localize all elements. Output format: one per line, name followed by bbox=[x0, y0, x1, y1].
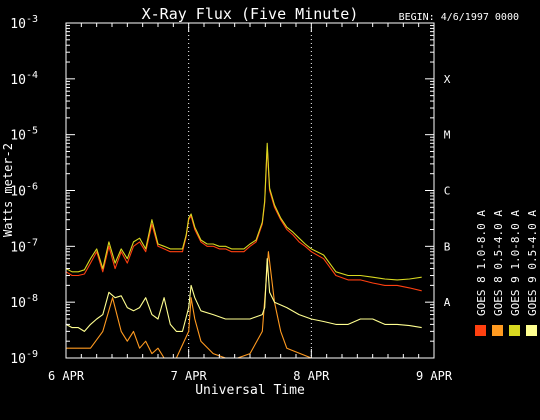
flare-class-label: X bbox=[444, 73, 451, 86]
y-tick-label: 10-5 bbox=[10, 126, 38, 144]
y-tick-label: 10-9 bbox=[10, 349, 38, 367]
series-line-1 bbox=[65, 146, 422, 292]
flare-class-label: B bbox=[444, 240, 451, 253]
data-series bbox=[65, 142, 422, 359]
begin-label: BEGIN: 4/6/1997 0000 bbox=[399, 12, 519, 23]
chart-title: X-Ray Flux (Five Minute) bbox=[142, 5, 359, 23]
flare-class-label: C bbox=[444, 185, 451, 198]
legend: GOES 8 1.0-8.0 A GOES 8 0.5-4.0 A GOES 9 1… bbox=[475, 210, 539, 336]
x-tick-label: 9 APR bbox=[416, 369, 453, 383]
legend-label: GOES 8 0.5-4.0 A bbox=[492, 210, 505, 316]
series-line-3 bbox=[65, 142, 422, 281]
x-axis-label: Universal Time bbox=[195, 383, 305, 398]
x-tick-label: 8 APR bbox=[293, 369, 330, 383]
axis-ticks: 6 APR 7 APR 8 APR 9 APR 10-9 10-8 10-7 10-6 10-5… bbox=[10, 14, 453, 383]
legend-swatch bbox=[492, 325, 503, 336]
legend-label: GOES 8 1.0-8.0 A bbox=[475, 210, 488, 316]
legend-swatch bbox=[509, 325, 520, 336]
flare-class-label: A bbox=[444, 296, 451, 309]
legend-label: GOES 9 0.5-4.0 A bbox=[526, 210, 539, 316]
y-tick-label: 10-4 bbox=[10, 70, 38, 88]
y-tick-label: 10-6 bbox=[10, 182, 38, 200]
y-tick-label: 10-7 bbox=[10, 237, 38, 255]
legend-swatch bbox=[475, 325, 486, 336]
legend-label: GOES 9 1.0-8.0 A bbox=[509, 210, 522, 316]
series-line-2 bbox=[66, 251, 422, 359]
y-tick-label: 10-8 bbox=[10, 293, 38, 311]
y-axis-label: Watts meter-2 bbox=[1, 143, 15, 237]
legend-swatch bbox=[526, 325, 537, 336]
series-line-4 bbox=[65, 258, 422, 332]
flare-class-label: M bbox=[444, 129, 451, 142]
x-tick-label: 7 APR bbox=[171, 369, 208, 383]
x-tick-label: 6 APR bbox=[48, 369, 85, 383]
y-tick-label: 10-3 bbox=[10, 14, 38, 32]
